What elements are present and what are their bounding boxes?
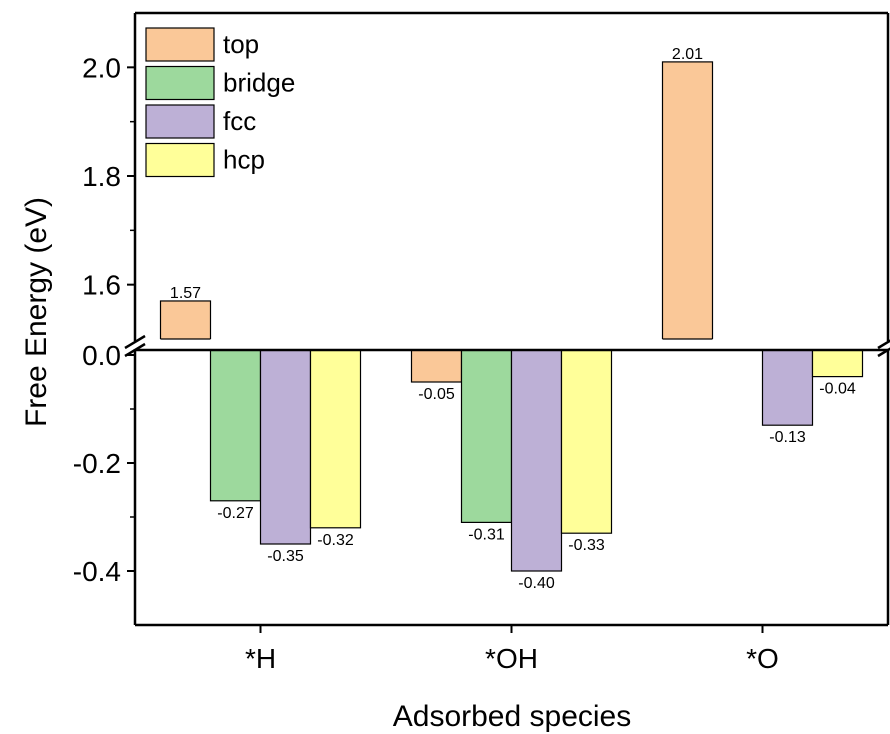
bar-bridge-h xyxy=(209,349,262,502)
y-axis-title: Free Energy (eV) xyxy=(20,197,53,427)
y-tick-label: 1.6 xyxy=(82,270,121,301)
bar-hcp-h xyxy=(309,349,362,529)
y-tick-label: 0.0 xyxy=(82,340,121,371)
legend-label-top: top xyxy=(223,29,259,59)
bar-fcc-o xyxy=(761,349,814,426)
break-gap xyxy=(137,339,886,350)
legend-swatch-bridge xyxy=(145,65,215,101)
x-tick-label: *OH xyxy=(485,643,538,674)
data-label-fcc-o: -0.13 xyxy=(769,429,806,446)
data-label-bridge-oh: -0.31 xyxy=(468,526,505,543)
data-label-hcp-oh: -0.33 xyxy=(568,537,605,554)
y-tick-label: -0.2 xyxy=(73,448,121,479)
data-label-top-h: 1.57 xyxy=(170,285,201,302)
data-label-top-o: 2.01 xyxy=(672,46,703,63)
data-labels-layer: 1.57 -0.05 2.01 -0.27 -0.31 -0.35 -0.40 -0.13 -0… xyxy=(170,46,856,592)
data-label-fcc-h: -0.35 xyxy=(267,548,304,565)
bar-hcp-oh xyxy=(560,349,613,534)
data-label-fcc-oh: -0.40 xyxy=(518,575,555,592)
legend: top bridge fcc hcp xyxy=(145,27,295,178)
data-label-top-oh: -0.05 xyxy=(418,386,455,403)
bars-layer xyxy=(159,61,864,572)
bar-bridge-oh xyxy=(460,349,513,523)
bar-hcp-o xyxy=(811,349,864,378)
y-tick-label: -0.4 xyxy=(73,556,121,587)
bar-top-o xyxy=(661,61,714,351)
legend-swatch-hcp xyxy=(145,142,215,178)
break-mark xyxy=(124,334,146,350)
legend-label-hcp: hcp xyxy=(223,145,265,175)
data-label-hcp-h: -0.32 xyxy=(317,532,354,549)
y-tick-label: 1.8 xyxy=(82,161,121,192)
bar-fcc-h xyxy=(259,349,312,545)
legend-label-bridge: bridge xyxy=(223,68,295,98)
legend-swatch-fcc xyxy=(145,104,215,139)
legend-label-fcc: fcc xyxy=(223,106,256,136)
x-tick-label: *H xyxy=(245,643,276,674)
data-label-bridge-h: -0.27 xyxy=(217,505,254,522)
bar-top-oh xyxy=(410,349,463,383)
x-tick-label: *O xyxy=(746,643,779,674)
ticks-layer: 1.6 1.8 2.0 0.0 -0.2 -0.4 *H *OH *O xyxy=(73,52,779,674)
legend-swatch-top xyxy=(145,27,215,62)
y-tick-label: 2.0 xyxy=(82,52,121,83)
break-mark xyxy=(877,339,890,350)
data-label-hcp-o: -0.04 xyxy=(819,381,856,398)
x-axis-title: Adsorbed species xyxy=(393,700,631,733)
bar-fcc-oh xyxy=(510,349,563,572)
